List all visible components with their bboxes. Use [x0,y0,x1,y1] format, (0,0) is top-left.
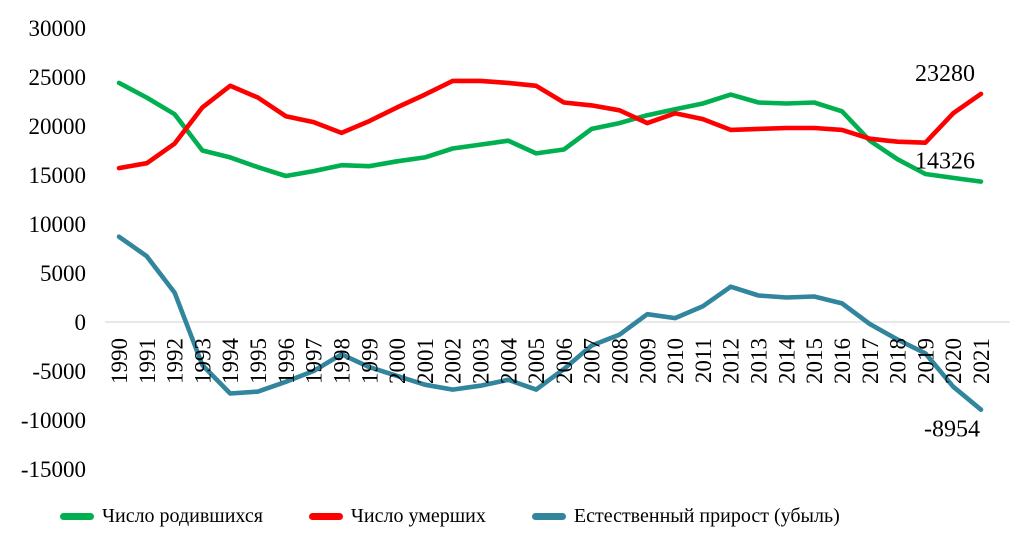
y-tick-label: 0 [75,310,87,335]
legend-item-deaths: Число умерших [308,505,486,528]
x-tick-label: 1999 [357,338,382,384]
data-label: 14326 [915,149,975,175]
legend-label-births: Число родившихся [102,505,263,527]
x-tick-label: 2021 [969,338,994,384]
legend-label-natural-increase: Естественный прирост (убыль) [573,505,840,527]
legend-label-deaths: Число умерших [350,505,486,527]
x-tick-label: 2010 [663,338,688,384]
series-line-0 [116,80,984,184]
y-tick-label: -15000 [21,457,86,482]
series-line-2 [116,234,984,413]
x-tick-label: 1994 [218,338,243,385]
y-tick-label: 15000 [29,163,87,188]
x-tick-label: 2007 [580,338,605,384]
x-tick-label: 2020 [941,338,966,384]
x-tick-label: 2008 [608,338,633,384]
y-tick-label: 30000 [29,16,87,41]
x-tick-label: 2018 [886,338,911,384]
x-tick-label: 1997 [302,338,327,384]
x-tick-label: 1995 [246,338,271,384]
x-tick-label: 2015 [802,338,827,384]
series-line-1 [116,78,984,171]
x-tick-label: 1992 [163,338,188,384]
x-tick-label: 2003 [469,338,494,384]
x-tick-label: 2013 [747,338,772,384]
x-tick-label: 2000 [385,338,410,384]
x-tick-label: 2002 [441,338,466,384]
legend-swatch-deaths-icon [308,513,343,520]
legend-swatch-births-icon [60,513,94,520]
y-tick-label: 25000 [29,65,87,90]
x-tick-label: 2009 [635,338,660,384]
x-tick-label: 1990 [107,338,132,384]
x-tick-label: 2019 [913,338,938,384]
x-tick-label: 2014 [774,338,799,385]
data-label: -8954 [924,417,980,443]
x-tick-label: 2004 [496,338,521,385]
x-tick-label: 2012 [719,338,744,384]
y-tick-label: -5000 [32,359,86,384]
y-tick-label: -10000 [21,408,86,433]
data-label: 23280 [915,61,975,87]
x-tick-label: 2016 [830,338,855,384]
y-tick-label: 10000 [29,212,87,237]
x-tick-label: 2011 [691,338,716,383]
x-tick-label: 2005 [524,338,549,384]
x-tick-label: 2006 [552,338,577,384]
chart-legend: Число родившихся Число умерших Естествен… [60,505,840,528]
x-tick-label: 1998 [330,338,355,384]
legend-item-natural-increase: Естественный прирост (убыль) [531,505,840,528]
legend-item-births: Число родившихся [60,505,263,528]
legend-swatch-natural-increase-icon [531,513,566,520]
x-tick-label: 1996 [274,338,299,384]
x-tick-label: 2001 [413,338,438,384]
y-tick-label: 5000 [40,261,86,286]
x-tick-label: 2017 [858,338,883,384]
x-tick-label: 1991 [135,338,160,384]
y-tick-label: 20000 [29,114,87,139]
x-tick-label: 1993 [190,338,215,384]
